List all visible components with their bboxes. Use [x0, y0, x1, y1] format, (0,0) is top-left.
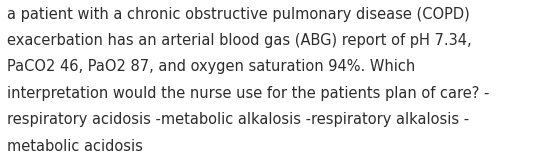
Text: interpretation would the nurse use for the patients plan of care? -: interpretation would the nurse use for t… [7, 86, 489, 101]
Text: metabolic acidosis: metabolic acidosis [7, 139, 143, 154]
Text: respiratory acidosis -metabolic alkalosis -respiratory alkalosis -: respiratory acidosis -metabolic alkalosi… [7, 112, 469, 127]
Text: exacerbation has an arterial blood gas (ABG) report of pH 7.34,: exacerbation has an arterial blood gas (… [7, 33, 472, 48]
Text: PaCO2 46, PaO2 87, and oxygen saturation 94%. Which: PaCO2 46, PaO2 87, and oxygen saturation… [7, 59, 416, 74]
Text: a patient with a chronic obstructive pulmonary disease (COPD): a patient with a chronic obstructive pul… [7, 7, 470, 22]
